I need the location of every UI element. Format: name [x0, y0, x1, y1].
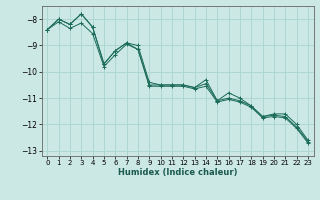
X-axis label: Humidex (Indice chaleur): Humidex (Indice chaleur): [118, 168, 237, 177]
